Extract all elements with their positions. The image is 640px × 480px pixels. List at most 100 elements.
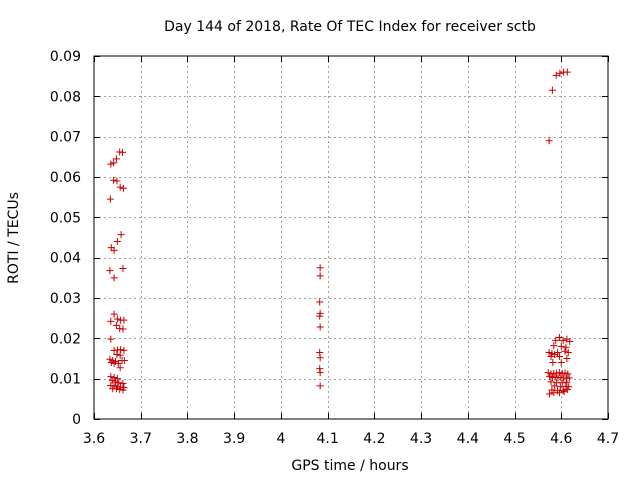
data-point xyxy=(108,377,116,385)
data-point xyxy=(557,342,565,350)
data-point xyxy=(554,348,562,356)
data-point xyxy=(551,382,559,390)
data-point xyxy=(566,338,574,346)
tick-labels: 3.6 3.7 3.8 3.9 4 4.1 4.2 4.3 4.4 4.5 4.6 4.7 0 0.01 0… xyxy=(50,49,619,447)
data-point xyxy=(110,274,118,282)
data-point xyxy=(316,369,324,377)
x-tick-label: 3.6 xyxy=(83,431,105,447)
data-point xyxy=(119,380,127,388)
data-point xyxy=(114,359,122,367)
data-point xyxy=(564,348,572,356)
data-point xyxy=(120,357,128,365)
data-point xyxy=(120,346,128,354)
data-point xyxy=(116,183,124,191)
data-point xyxy=(117,231,125,239)
data-point xyxy=(547,352,555,360)
x-tick-label: 4.7 xyxy=(597,431,619,447)
data-point xyxy=(561,347,569,355)
data-point xyxy=(113,315,121,323)
data-point xyxy=(107,335,115,343)
data-point xyxy=(316,312,324,320)
x-tick-label: 3.9 xyxy=(223,431,245,447)
data-point xyxy=(559,336,567,344)
data-point xyxy=(111,378,119,386)
data-point xyxy=(552,71,560,79)
x-tick-label: 4.2 xyxy=(363,431,385,447)
data-point xyxy=(119,325,127,333)
data-point xyxy=(549,359,557,367)
data-point xyxy=(107,317,115,325)
data-point xyxy=(113,350,121,358)
data-point xyxy=(316,272,324,280)
data-point xyxy=(563,68,571,76)
data-point xyxy=(565,374,573,382)
x-tick-label: 4 xyxy=(276,431,285,447)
y-tick-label: 0.03 xyxy=(50,291,81,307)
data-point xyxy=(556,69,564,77)
data-point xyxy=(119,184,127,192)
data-point xyxy=(557,359,565,367)
data-point xyxy=(316,298,324,306)
data-point xyxy=(112,385,120,393)
x-tick-label: 4.6 xyxy=(550,431,572,447)
data-point xyxy=(120,316,128,324)
data-point xyxy=(555,352,563,360)
data-point xyxy=(110,246,118,254)
data-point xyxy=(116,364,124,372)
data-point xyxy=(564,370,572,378)
data-point xyxy=(560,388,568,396)
data-point xyxy=(547,378,555,386)
x-tick-label: 3.8 xyxy=(176,431,198,447)
data-point xyxy=(316,354,324,362)
y-tick-label: 0.01 xyxy=(50,372,81,388)
data-point xyxy=(555,334,563,342)
x-tick-label: 4.5 xyxy=(503,431,525,447)
grid-lines xyxy=(94,56,608,419)
y-tick-label: 0.05 xyxy=(50,210,81,226)
data-point xyxy=(119,148,127,156)
data-point xyxy=(110,310,118,318)
data-point xyxy=(116,351,124,359)
data-point xyxy=(106,267,114,275)
data-point xyxy=(110,176,118,184)
data-point xyxy=(106,195,114,203)
data-point xyxy=(119,265,127,273)
x-axis-label: GPS time / hours xyxy=(291,458,408,474)
data-point xyxy=(316,382,324,390)
data-point xyxy=(316,264,324,272)
data-point xyxy=(559,386,567,394)
y-tick-label: 0.08 xyxy=(50,89,81,105)
x-tick-label: 4.4 xyxy=(457,431,479,447)
data-point xyxy=(552,336,560,344)
y-tick-label: 0.04 xyxy=(50,251,81,267)
y-tick-label: 0.09 xyxy=(50,49,81,65)
data-point xyxy=(563,378,571,386)
data-point xyxy=(112,155,120,163)
plot-border xyxy=(93,55,609,420)
data-point xyxy=(115,379,123,387)
y-tick-label: 0.06 xyxy=(50,170,81,186)
data-point xyxy=(550,342,558,350)
x-tick-label: 4.1 xyxy=(317,431,339,447)
data-point xyxy=(316,323,324,331)
data-point xyxy=(119,386,127,394)
data-point xyxy=(107,373,115,381)
data-point xyxy=(113,177,121,185)
x-tick-label: 4.3 xyxy=(410,431,432,447)
data-point xyxy=(545,137,553,145)
chart-title: Day 144 of 2018, Rate Of TEC Index for r… xyxy=(164,19,536,35)
data-point xyxy=(112,321,120,329)
data-point xyxy=(113,238,121,246)
data-points xyxy=(106,68,574,398)
data-point xyxy=(562,343,570,351)
data-point xyxy=(110,159,118,167)
data-point xyxy=(546,390,554,398)
data-point xyxy=(548,86,556,94)
y-tick-label: 0.02 xyxy=(50,331,81,347)
y-tick-label: 0 xyxy=(72,412,81,428)
y-tick-label: 0.07 xyxy=(50,130,81,146)
x-tick-label: 3.7 xyxy=(130,431,152,447)
y-axis-label: ROTI / TECUs xyxy=(6,192,22,284)
